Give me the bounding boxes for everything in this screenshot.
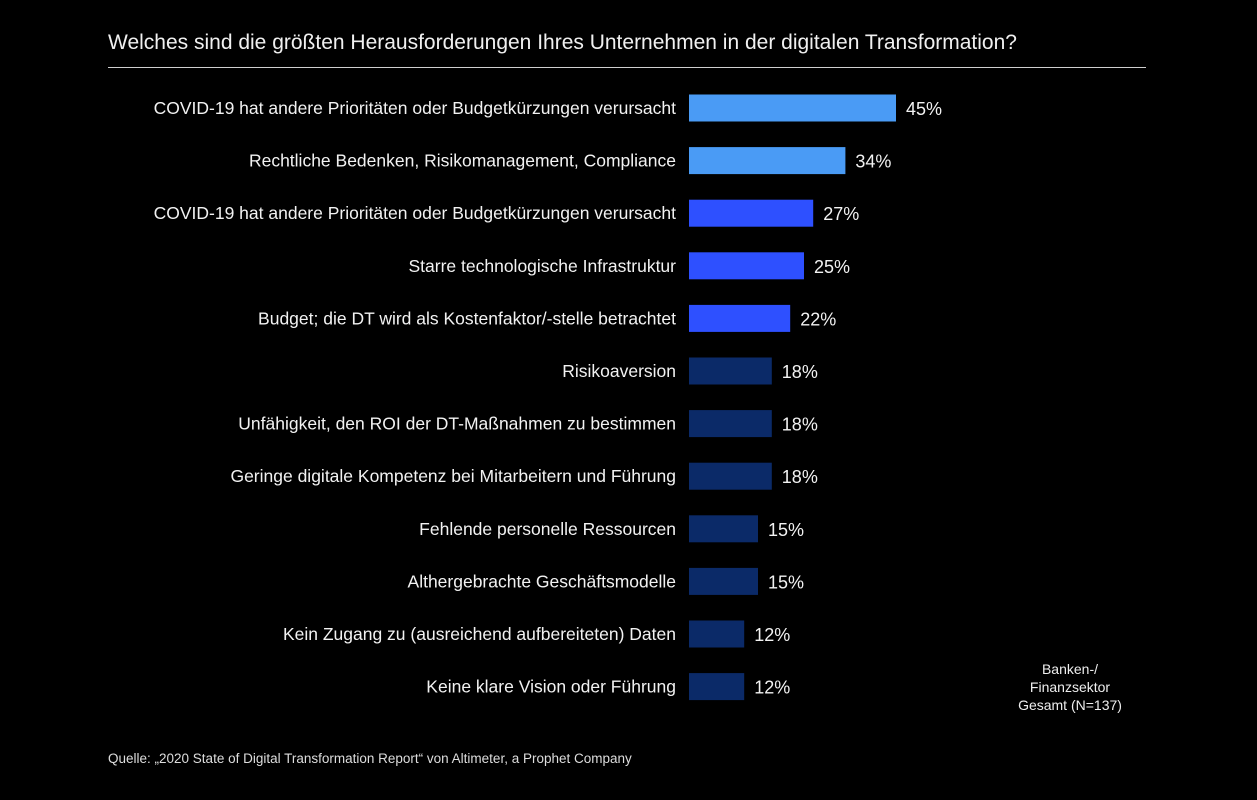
category-label: Budget; die DT wird als Kostenfaktor/-st… [258,308,676,328]
category-label: Rechtliche Bedenken, Risikomanagement, C… [249,151,676,171]
value-label: 27% [823,204,859,224]
value-label: 12% [754,678,790,698]
bar [689,199,814,227]
category-label: Geringe digitale Kompetenz bei Mitarbeit… [230,466,676,486]
category-label: Risikoaversion [562,361,676,381]
value-label: 25% [814,257,850,277]
value-label: 34% [855,152,891,172]
category-label: COVID-19 hat andere Prioritäten oder Bud… [154,203,677,223]
bar [689,673,745,701]
category-label: Keine klare Vision oder Führung [426,677,676,697]
bar [689,515,758,543]
category-label: Unfähigkeit, den ROI der DT-Maßnahmen zu… [238,414,676,434]
value-label: 18% [782,467,818,487]
bar [689,304,791,332]
value-label: 18% [782,415,818,435]
bar [689,620,745,648]
legend-line: Banken-/ [1041,661,1099,677]
value-label: 45% [906,99,942,119]
value-label: 12% [754,625,790,645]
bar [689,252,804,280]
title-divider [108,67,1146,68]
bar [689,567,758,595]
value-label: 22% [800,309,836,329]
legend-line: Finanzsektor [1029,679,1111,695]
legend-line: Gesamt (N=137) [1018,697,1122,713]
category-label: Fehlende personelle Ressourcen [419,519,676,539]
value-label: 18% [782,362,818,382]
bar [689,147,846,175]
value-label: 15% [768,572,804,592]
bar [689,94,896,122]
category-label: COVID-19 hat andere Prioritäten oder Bud… [154,98,677,118]
bar [689,357,772,385]
category-label: Starre technologische Infrastruktur [409,256,677,276]
chart-title: Welches sind die größten Herausforderung… [108,31,1017,54]
bar [689,462,772,490]
category-label: Althergebrachte Geschäftsmodelle [408,571,676,591]
legend: Banken-/ Finanzsektor Gesamt (N=137) [1000,660,1140,714]
source-note: Quelle: „2020 State of Digital Transform… [108,751,632,766]
category-label: Kein Zugang zu (ausreichend aufbereitete… [283,624,676,644]
value-label: 15% [768,520,804,540]
bar [689,410,772,438]
